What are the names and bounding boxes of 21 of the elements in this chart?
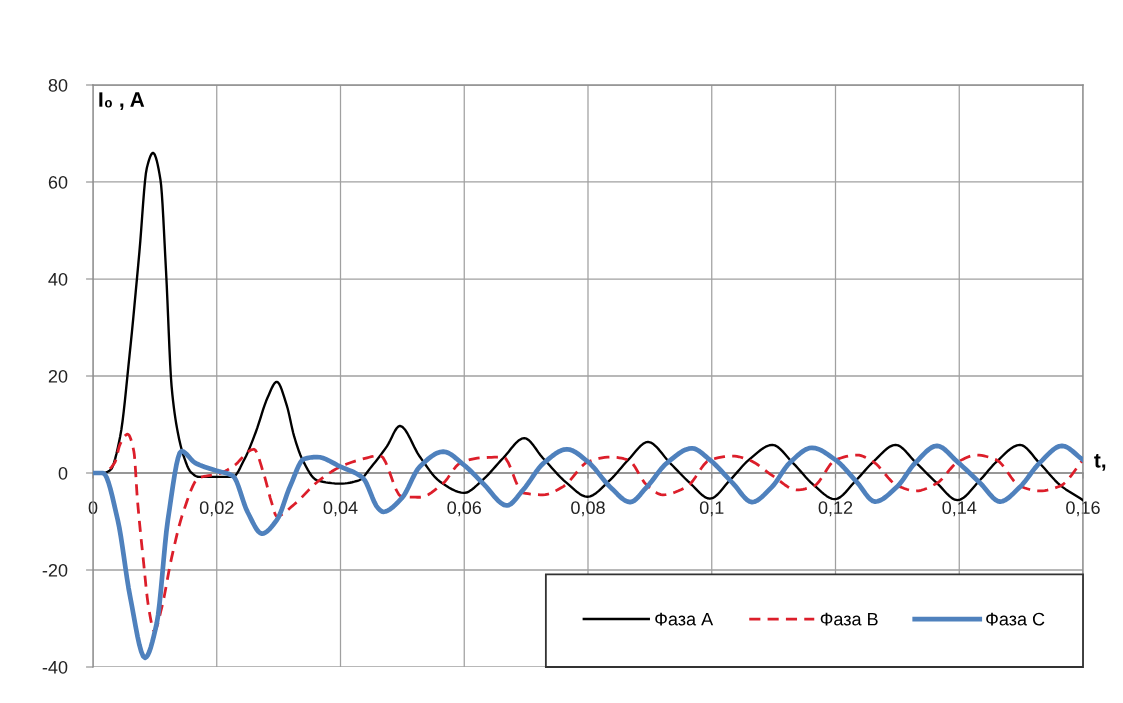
x-tick-label: 0,08 xyxy=(571,501,605,517)
x-axis-title: t, xyxy=(1094,453,1106,471)
x-tick-label: 0,02 xyxy=(199,501,234,517)
y-axis-title: I₀ , A xyxy=(99,92,145,110)
x-tick-label: 0,1 xyxy=(699,501,724,517)
y-tick-label: 80 xyxy=(48,78,68,92)
x-tick-label: 0,16 xyxy=(1066,501,1100,517)
x-tick-label: 0,06 xyxy=(447,501,482,517)
y-tick-label: 0 xyxy=(58,466,68,480)
x-tick-label: 0,12 xyxy=(818,501,853,517)
x-tick-label: 0,04 xyxy=(323,501,358,517)
y-tick-label: 40 xyxy=(48,272,68,286)
legend-label: Фаза А xyxy=(655,612,714,626)
y-tick-label: 20 xyxy=(48,369,68,383)
legend-label: Фаза С xyxy=(986,612,1045,626)
x-tick-label: 0,14 xyxy=(942,501,977,517)
legend-label: Фаза В xyxy=(820,612,878,626)
x-tick-label: 0 xyxy=(88,501,98,515)
y-tick-label: -20 xyxy=(42,563,68,577)
y-tick-label: 60 xyxy=(48,175,68,189)
y-tick-label: -40 xyxy=(42,660,68,674)
